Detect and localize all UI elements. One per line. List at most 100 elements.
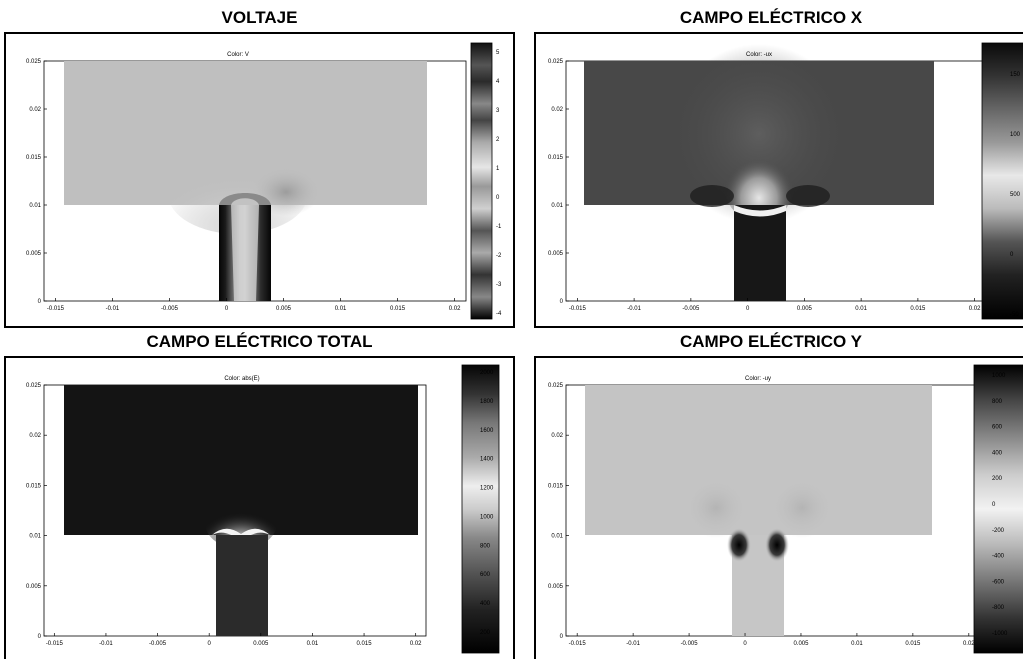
color-label: Color: -uy [745,376,771,382]
y-tick-label: 0 [38,634,42,640]
chart-voltaje-svg: Color: V -0.015 -0.01 -0.005 0 0.005 0.01 0.01… [26,42,502,320]
chart-panel-voltaje: Color: V -0.015 -0.01 -0.005 0 0.005 0.01 0.01… [4,32,515,328]
colorbar-tick-label: -1 [496,224,502,230]
field-soft-right [770,478,834,538]
y-tick-label: 0.01 [29,534,41,540]
x-tick-label: 0.01 [855,306,867,312]
colorbar-tick-label: 1000 [480,514,494,520]
panel-title-campo-total: CAMPO ELÉCTRICO TOTAL [146,332,373,351]
y-tick-label: 0 [560,299,564,305]
panel-title-campo-y: CAMPO ELÉCTRICO Y [680,332,862,351]
color-label: Color: V [227,52,249,58]
colorbar-tick-label: 1200 [480,486,494,492]
colorbar-tick-label: 5 [496,50,500,56]
x-tick-label: 0 [208,641,212,647]
y-tick-label: 0.025 [548,383,564,389]
colorbar-tick-label: 3 [496,108,500,114]
x-tick-label: 0.015 [910,306,926,312]
colorbar-tick-label: -50 [1010,312,1019,318]
colorbar-tick-label: -400 [992,554,1005,560]
x-tick-label: 0.005 [797,306,813,312]
colorbar-tick-label: 4 [496,79,500,85]
x-tick-label: -0.015 [46,641,64,647]
colorbar-tick-label: 600 [992,425,1003,431]
x-tick-label: 0.015 [390,306,406,312]
colorbar-tick-label: 2 [496,137,500,143]
x-tick-label: 0.02 [449,306,461,312]
x-tick-label: 0 [746,306,750,312]
color-label: Color: -ux [746,52,772,58]
colorbar-tick-label: 0 [992,502,996,508]
colorbar-tick-label: 800 [992,399,1003,405]
colorbar-tick-label: -200 [992,528,1005,534]
color-label: Color: abs(E) [224,376,259,382]
field-dark-left [727,528,751,562]
panel-title-voltaje: VOLTAJE [221,8,298,27]
y-tick-label: 0 [560,634,564,640]
colorbar [470,42,493,320]
colorbar-tick-label: 400 [992,450,1003,456]
colorbar [981,42,1023,320]
colorbar-tick-label: -800 [992,605,1005,611]
field-dark-right [786,185,830,207]
y-tick-label: 0.02 [29,107,41,113]
x-tick-label: -0.005 [149,641,167,647]
colorbar-tick-label: 500 [1010,192,1021,198]
y-tick-label: 0.015 [26,155,42,161]
colorbar-tick-label: 200 [480,630,491,636]
colorbar-tick-label: -4 [496,311,502,317]
y-tick-label: 0.02 [551,107,563,113]
colorbar-tick-label: 800 [480,543,491,549]
y-tick-label: 0.015 [548,155,564,161]
colorbar-tick-label: -1000 [992,631,1008,637]
x-tick-label: -0.015 [47,306,65,312]
y-tick-label: 0.01 [29,203,41,209]
y-tick-label: 0.015 [548,483,564,489]
y-tick-label: 0.025 [548,59,564,65]
colorbar-tick-label: 1000 [992,373,1006,379]
chart-panel-campo-x: Color: -ux -0.015 -0.01 -0.005 0 0.005 0.01 0.… [534,32,1023,328]
field-soft-left [684,478,748,538]
x-tick-label: 0.01 [851,641,863,647]
y-tick-label: 0.005 [548,251,564,257]
x-tick-label: -0.01 [99,641,113,647]
y-tick-label: 0.005 [548,584,564,590]
field-halo [669,44,849,224]
colorbar-tick-label: 2000 [480,370,494,376]
colorbar-tick-label: -3 [496,282,502,288]
colorbar-tick-label: -600 [992,579,1005,585]
panel-title-campo-x: CAMPO ELÉCTRICO X [679,8,863,27]
colorbar-tick-label: 150 [1010,72,1021,78]
field-upper-region [585,385,932,535]
y-tick-label: 0.005 [26,584,42,590]
field-channel-inner [231,198,259,301]
x-tick-label: 0 [225,306,229,312]
colorbar-tick-label: 0 [496,195,500,201]
field-channel [734,205,786,301]
colorbar-tick-label: 400 [480,601,491,607]
field-channel [216,535,268,636]
colorbar-tick-label: 0 [1010,252,1014,258]
field-dark-left [690,185,734,207]
y-tick-label: 0.01 [551,534,563,540]
field-lobe [723,142,795,222]
x-tick-label: 0.005 [276,306,292,312]
colorbar-tick-label: 600 [480,572,491,578]
x-tick-label: -0.005 [682,306,700,312]
y-tick-label: 0.015 [26,483,42,489]
field-dark-right [765,528,789,562]
x-tick-label: -0.01 [106,306,120,312]
x-tick-label: -0.015 [569,306,587,312]
x-tick-label: 0.005 [253,641,269,647]
x-tick-label: 0.02 [969,306,981,312]
colorbar-tick-label: 1600 [480,428,494,434]
x-tick-label: 0.02 [963,641,975,647]
y-tick-label: 0.005 [26,251,42,257]
x-tick-label: 0.015 [905,641,921,647]
x-tick-label: -0.015 [569,641,587,647]
y-tick-label: 0.02 [29,433,41,439]
x-tick-label: 0.02 [410,641,422,647]
y-tick-label: 0.025 [26,383,42,389]
x-tick-label: 0 [743,641,747,647]
x-tick-label: -0.005 [161,306,179,312]
